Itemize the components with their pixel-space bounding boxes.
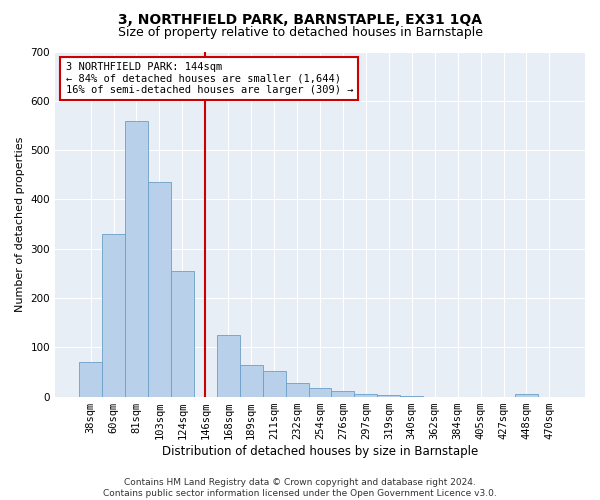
Bar: [171, 271, 194, 396]
Text: Contains HM Land Registry data © Crown copyright and database right 2024.
Contai: Contains HM Land Registry data © Crown c…: [103, 478, 497, 498]
Y-axis label: Number of detached properties: Number of detached properties: [15, 136, 25, 312]
Bar: [263, 371, 286, 396]
Text: 3 NORTHFIELD PARK: 144sqm
← 84% of detached houses are smaller (1,644)
16% of se: 3 NORTHFIELD PARK: 144sqm ← 84% of detac…: [65, 62, 353, 95]
Bar: [102, 234, 125, 396]
Bar: [355, 394, 377, 396]
Text: Size of property relative to detached houses in Barnstaple: Size of property relative to detached ho…: [118, 26, 482, 39]
Bar: [377, 395, 400, 396]
Bar: [240, 364, 263, 396]
Bar: [148, 182, 171, 396]
Bar: [331, 390, 355, 396]
X-axis label: Distribution of detached houses by size in Barnstaple: Distribution of detached houses by size …: [162, 444, 478, 458]
Bar: [308, 388, 331, 396]
Bar: [286, 383, 308, 396]
Text: 3, NORTHFIELD PARK, BARNSTAPLE, EX31 1QA: 3, NORTHFIELD PARK, BARNSTAPLE, EX31 1QA: [118, 12, 482, 26]
Bar: [217, 335, 240, 396]
Bar: [79, 362, 102, 396]
Bar: [125, 120, 148, 396]
Bar: [515, 394, 538, 396]
